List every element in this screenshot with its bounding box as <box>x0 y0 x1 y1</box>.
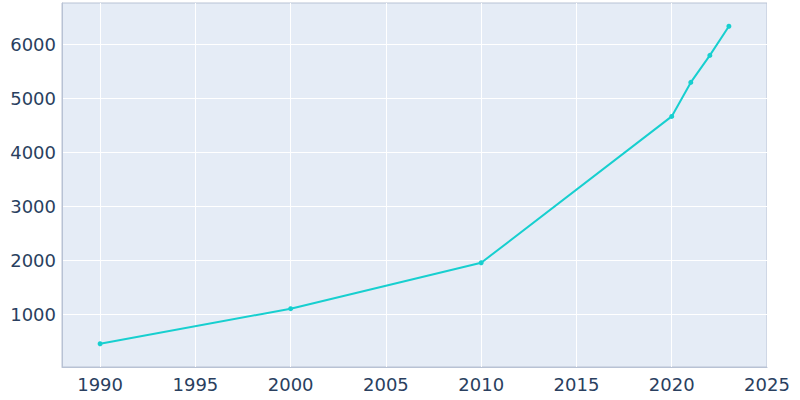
svg-text:3000: 3000 <box>10 196 56 217</box>
svg-text:2005: 2005 <box>363 374 409 395</box>
svg-text:2000: 2000 <box>268 374 314 395</box>
svg-text:2020: 2020 <box>649 374 695 395</box>
svg-text:2010: 2010 <box>458 374 504 395</box>
svg-text:2025: 2025 <box>744 374 790 395</box>
svg-text:4000: 4000 <box>10 142 56 163</box>
svg-text:2000: 2000 <box>10 250 56 271</box>
svg-text:6000: 6000 <box>10 34 56 55</box>
svg-text:1995: 1995 <box>172 374 218 395</box>
svg-text:1000: 1000 <box>10 304 56 325</box>
svg-text:1990: 1990 <box>77 374 123 395</box>
svg-text:5000: 5000 <box>10 88 56 109</box>
svg-text:2015: 2015 <box>554 374 600 395</box>
